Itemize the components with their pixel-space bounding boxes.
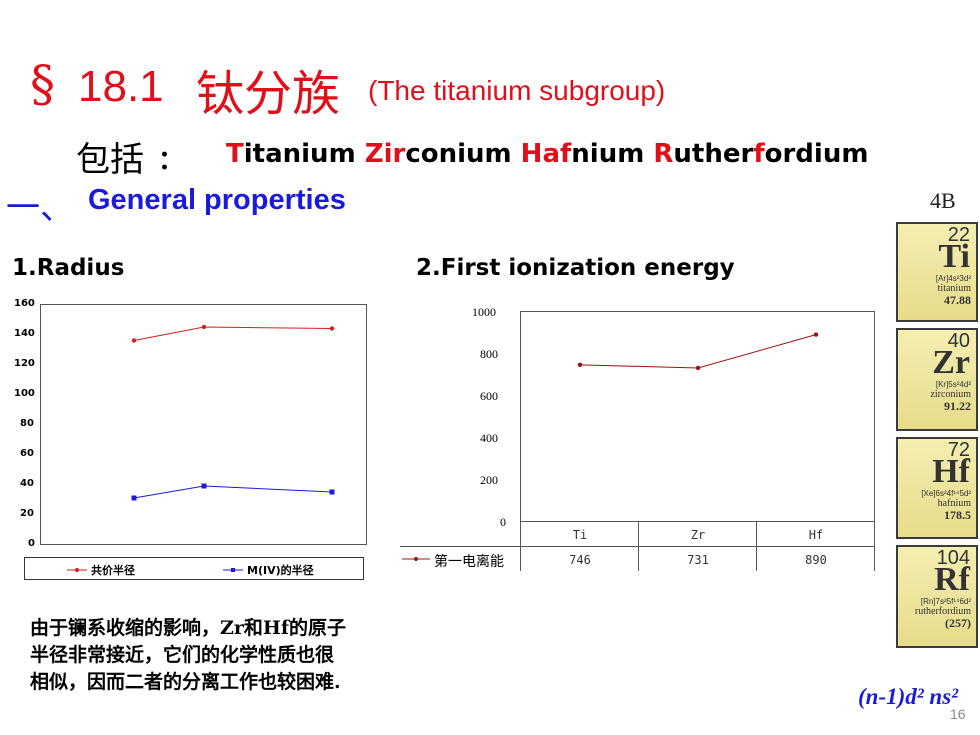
title-section-symbol: §: [30, 55, 55, 113]
element-symbol: Hf: [932, 453, 970, 490]
electron-config: [Xe]6s²4f¹⁴5d²: [921, 489, 971, 498]
electron-config: [Ar]4s²3d²: [935, 274, 971, 283]
element-name: rutherfordium: [914, 606, 971, 617]
valence-electron-config: (n-1)d² ns²: [858, 684, 959, 709]
note-line-1: 由于镧系收缩的影响，Zr和Hf的原子: [30, 617, 347, 639]
radius-point-ion-Zr: [201, 483, 207, 489]
ion-category-label: Zr: [691, 528, 705, 542]
title-chinese: 钛分族: [196, 66, 341, 122]
element-cell-rf: 104 Rf [Rn]7s²5f¹⁴6d² rutherfordium (257…: [896, 545, 978, 648]
ion-ytick-1000: 1000: [472, 305, 496, 319]
radius-ytick-140: 140: [14, 328, 35, 339]
radius-plot-area: [40, 304, 367, 545]
element-name: titanium: [937, 283, 971, 294]
radius-point-covalent-Ti: [131, 338, 137, 343]
ion-ytick-200: 200: [480, 473, 498, 487]
radius-point-ion-Ti: [131, 495, 137, 501]
lanthanide-contraction-note: 由于镧系收缩的影响，Zr和Hf的原子 半径非常接近，它们的化学性质也很 相似，因…: [30, 615, 450, 696]
electron-config: [Rn]7s²5f¹⁴6d²: [920, 597, 971, 606]
ion-plot-area: [520, 311, 875, 522]
radius-ytick-160: 160: [14, 298, 35, 309]
element-symbol: Rf: [934, 561, 970, 598]
element-name-hafnium: Hafnium: [520, 139, 654, 169]
element-name-rutherfordium: Rutherfordium: [653, 139, 869, 169]
atomic-mass: 178.5: [944, 508, 971, 522]
element-names-line: Titanium Zirconium Hafnium Rutherfordium: [226, 139, 868, 169]
section-number: 一、: [6, 188, 74, 228]
title-number: 18.1: [78, 62, 164, 111]
radius-chart: [40, 304, 367, 545]
element-symbol: Ti: [938, 238, 970, 275]
page-number: 16: [950, 706, 966, 722]
includes-colon: ：: [158, 146, 185, 176]
ion-table-value: 746: [569, 553, 591, 567]
radius-point-covalent-Hf: [329, 326, 335, 331]
atomic-mass: 47.88: [944, 293, 971, 307]
legend-red-marker-icon: [67, 568, 87, 572]
includes-label: 包括: [76, 140, 144, 180]
note-line-2: 半径非常接近，它们的化学性质也很: [30, 644, 335, 666]
electron-config: [Kr]5s²4d²: [935, 380, 971, 389]
radius-chart-title: 1.Radius: [12, 255, 125, 281]
radius-ytick-20: 20: [20, 508, 34, 519]
ion-category-label: Ti: [573, 528, 587, 542]
radius-legend: 共价半径 M(IV)的半径: [24, 557, 364, 580]
ionization-chart-title: 2.First ionization energy: [416, 255, 735, 281]
atomic-number: 40: [947, 330, 970, 352]
ion-point-Zr: [695, 365, 701, 371]
radius-ytick-120: 120: [14, 358, 35, 369]
element-name-titanium: Titanium: [226, 139, 365, 169]
legend-covalent-radius: 共价半径: [67, 562, 135, 578]
ion-ytick-400: 400: [480, 431, 498, 445]
radius-ytick-0: 0: [28, 538, 35, 549]
legend-blue-marker-icon: [223, 568, 243, 572]
element-symbol: Zr: [932, 344, 970, 381]
radius-ytick-80: 80: [20, 418, 34, 429]
radius-ytick-60: 60: [20, 448, 34, 459]
ion-ytick-800: 800: [480, 347, 498, 361]
ionization-chart: Ti 746 Zr 731 Hf 890: [400, 311, 875, 571]
section-heading: General properties: [88, 184, 346, 216]
atomic-mass: 91.22: [944, 399, 971, 413]
radius-ytick-40: 40: [20, 478, 34, 489]
atomic-number: 72: [947, 439, 970, 461]
ion-legend-label: 第一电离能: [434, 554, 504, 570]
element-name: hafnium: [937, 498, 971, 509]
ion-table-value: 890: [805, 553, 827, 567]
atomic-number: 104: [936, 547, 970, 569]
radius-point-covalent-Zr: [201, 324, 207, 330]
element-name-zirconium: Zirconium: [364, 139, 521, 169]
radius-point-ion-Hf: [329, 489, 335, 495]
ion-point-Hf: [813, 332, 819, 337]
element-cell-zr: 40 Zr [Kr]5s²4d² zirconium 91.22: [896, 328, 978, 431]
element-cell-ti: 22 Ti [Ar]4s²3d² titanium 47.88: [896, 222, 978, 322]
atomic-mass: (257): [945, 616, 971, 630]
ion-ytick-0: 0: [500, 515, 506, 529]
element-cell-hf: 72 Hf [Xe]6s²4f¹⁴5d² hafnium 178.5: [896, 437, 978, 539]
ion-point-Ti: [577, 362, 583, 368]
ion-category-label: Hf: [809, 528, 823, 542]
element-name: zirconium: [930, 389, 971, 400]
group-label: 4B: [930, 188, 956, 213]
ion-table-value: 731: [687, 553, 709, 567]
title-english: (The titanium subgroup): [368, 75, 666, 106]
ion-legend-marker-icon: [414, 557, 418, 561]
legend-ion-radius: M(IV)的半径: [223, 562, 314, 578]
radius-ytick-100: 100: [14, 388, 35, 399]
ion-ytick-600: 600: [480, 389, 498, 403]
atomic-number: 22: [947, 224, 970, 246]
note-line-3: 相似，因而二者的分离工作也较困难.: [30, 671, 341, 693]
